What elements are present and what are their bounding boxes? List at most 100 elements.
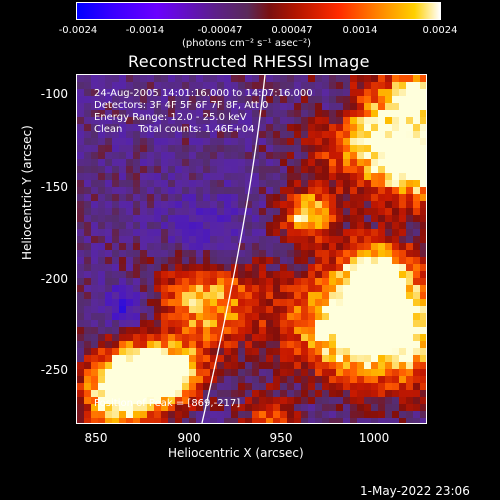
heatmap-cell	[84, 229, 92, 237]
heatmap-cell	[126, 341, 134, 349]
heatmap-cell	[280, 355, 288, 363]
heatmap-cell	[245, 383, 253, 391]
heatmap-cell	[217, 320, 225, 328]
heatmap-cell	[399, 341, 407, 349]
heatmap-cell	[357, 166, 365, 174]
heatmap-cell	[350, 313, 358, 321]
heatmap-cell	[140, 208, 148, 216]
heatmap-cell	[378, 348, 386, 356]
heatmap-cell	[98, 390, 106, 398]
heatmap-cell	[280, 404, 288, 412]
heatmap-cell	[133, 327, 141, 335]
heatmap-cell	[273, 187, 281, 195]
heatmap-cell	[399, 257, 407, 265]
heatmap-cell	[301, 257, 309, 265]
heatmap-cell	[77, 257, 85, 265]
heatmap-cell	[203, 271, 211, 279]
heatmap-cell	[308, 82, 316, 90]
heatmap-cell	[259, 103, 267, 111]
heatmap-cell	[196, 264, 204, 272]
heatmap-cell	[98, 131, 106, 139]
heatmap-cell	[196, 187, 204, 195]
heatmap-cell	[168, 229, 176, 237]
heatmap-cell	[378, 404, 386, 412]
heatmap-cell	[357, 355, 365, 363]
heatmap-cell	[399, 89, 407, 97]
heatmap-cell	[245, 320, 253, 328]
heatmap-cell	[301, 194, 309, 202]
heatmap-cell	[364, 194, 372, 202]
heatmap-cell	[378, 271, 386, 279]
heatmap-cell	[308, 257, 316, 265]
heatmap-cell	[112, 117, 120, 125]
heatmap-cell	[224, 152, 232, 160]
heatmap-cell	[350, 110, 358, 118]
heatmap-cell	[343, 201, 351, 209]
colorbar	[76, 2, 441, 20]
heatmap-cell	[98, 103, 106, 111]
heatmap-cell	[399, 348, 407, 356]
heatmap-cell	[294, 376, 302, 384]
heatmap-cell	[161, 327, 169, 335]
heatmap-cell	[133, 278, 141, 286]
heatmap-cell	[266, 159, 274, 167]
heatmap-cell	[308, 264, 316, 272]
heatmap-cell	[126, 229, 134, 237]
heatmap-cell	[189, 257, 197, 265]
heatmap-cell	[119, 166, 127, 174]
heatmap-cell	[231, 320, 239, 328]
heatmap-cell	[147, 376, 155, 384]
heatmap-cell	[217, 390, 225, 398]
heatmap-cell	[273, 404, 281, 412]
heatmap-cell	[105, 355, 113, 363]
heatmap-cell	[77, 306, 85, 314]
heatmap-cell	[217, 411, 225, 419]
heatmap-cell	[322, 96, 330, 104]
heatmap-cell	[350, 89, 358, 97]
heatmap-cell	[147, 362, 155, 370]
heatmap-cell	[182, 376, 190, 384]
heatmap-cell	[287, 397, 295, 405]
heatmap-cell	[273, 138, 281, 146]
heatmap-cell	[252, 89, 260, 97]
heatmap-cell	[406, 355, 414, 363]
heatmap-cell	[252, 173, 260, 181]
heatmap-cell	[357, 180, 365, 188]
heatmap-cell	[168, 145, 176, 153]
heatmap-cell	[224, 334, 232, 342]
heatmap-cell	[224, 390, 232, 398]
heatmap-cell	[231, 180, 239, 188]
heatmap-cell	[315, 334, 323, 342]
heatmap-cell	[105, 215, 113, 223]
heatmap-cell	[420, 229, 426, 237]
heatmap-cell	[105, 236, 113, 244]
heatmap-cell	[168, 369, 176, 377]
heatmap-cell	[217, 229, 225, 237]
heatmap-cell	[336, 138, 344, 146]
heatmap-cell	[287, 362, 295, 370]
heatmap-cell	[245, 292, 253, 300]
heatmap-cell	[329, 75, 337, 83]
heatmap-cell	[273, 75, 281, 83]
heatmap-cell	[364, 320, 372, 328]
heatmap-cell	[168, 103, 176, 111]
heatmap-cell	[308, 243, 316, 251]
time-range-label: 24-Aug-2005 14:01:16.000 to 14:07:16.000	[94, 88, 313, 99]
heatmap-cell	[175, 313, 183, 321]
heatmap-cell	[154, 271, 162, 279]
heatmap-cell	[126, 271, 134, 279]
heatmap-cell	[112, 383, 120, 391]
heatmap-cell	[161, 82, 169, 90]
colorbar-tick: 0.0024	[422, 25, 458, 36]
heatmap-cell	[133, 313, 141, 321]
heatmap-cell	[385, 264, 393, 272]
heatmap-cell	[350, 103, 358, 111]
heatmap-cell	[112, 138, 120, 146]
heatmap-cell	[161, 201, 169, 209]
heatmap-cell	[203, 376, 211, 384]
heatmap-cell	[161, 341, 169, 349]
heatmap-cell	[378, 341, 386, 349]
heatmap-cell	[252, 229, 260, 237]
heatmap-cell	[126, 250, 134, 258]
heatmap-cell	[343, 306, 351, 314]
